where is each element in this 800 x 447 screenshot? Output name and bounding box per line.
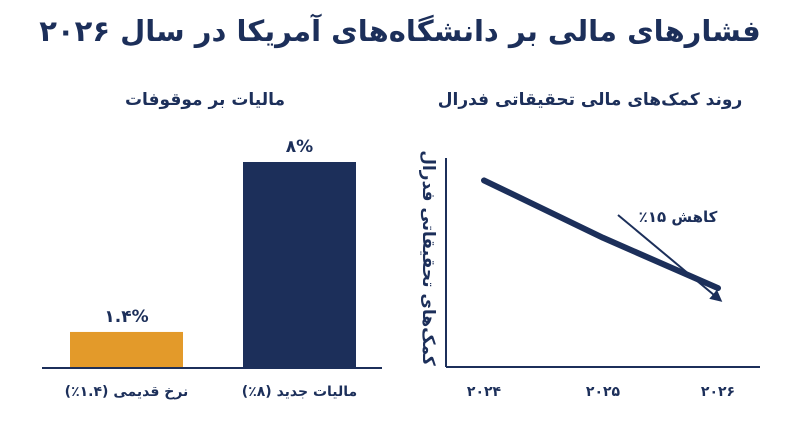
page-title: فشارهای مالی بر دانشگاه‌های آمریکا در سا… — [39, 14, 761, 48]
line-x-ticks: ۲۰۲۴ ۲۰۲۵ ۲۰۲۶ — [467, 384, 735, 400]
bar-value-label: ۸% — [286, 137, 313, 157]
line-chart-ylabel: کمک‌های تحقیقاتی فدرال — [418, 150, 438, 366]
bar-series-layer: ۸% مالیات جدید (۸٪) ۱.۴% نرخ قدیمی (۱.۴٪) — [65, 137, 358, 400]
bar-category-label: مالیات جدید (۸٪) — [242, 384, 357, 400]
bar — [243, 162, 356, 368]
bar — [70, 331, 183, 368]
line-chart-title: روند کمک‌های مالی تحقیقاتی فدرال — [438, 90, 743, 110]
bar-category-label: نرخ قدیمی (۱.۴٪) — [65, 384, 189, 400]
bar-value-label: ۱.۴% — [104, 307, 148, 327]
decline-annotation: کاهش ۱۵٪ — [639, 208, 718, 226]
x-tick-label: ۲۰۲۵ — [586, 384, 621, 400]
bar-chart-title: مالیات بر موقوفات — [125, 90, 285, 110]
line-series — [481, 177, 721, 292]
x-tick-label: ۲۰۲۴ — [467, 384, 502, 400]
line-series-layer — [481, 177, 721, 292]
x-tick-label: ۲۰۲۶ — [701, 384, 735, 400]
decline-arrow — [617, 214, 723, 302]
